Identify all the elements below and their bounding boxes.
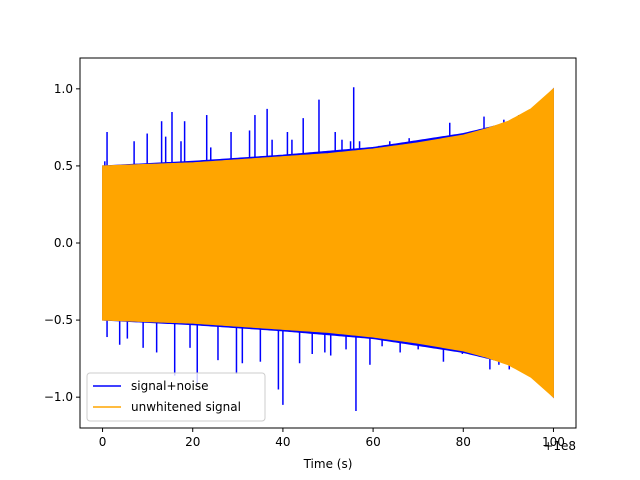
x-tick-label: 20 [185, 435, 200, 449]
legend-label-signal-noise: signal+noise [131, 379, 208, 393]
plot-area [102, 87, 554, 412]
y-tick-label: 1.0 [54, 82, 73, 96]
legend-label-unwhitened-signal: unwhitened signal [131, 400, 241, 414]
x-tick-label: 100 [542, 435, 565, 449]
x-axis-label: Time (s) [303, 457, 353, 471]
axis-ticks: 0 20 40 60 80 100 1.0 0.5 0.0 −0.5 −1.0 [44, 82, 565, 449]
y-tick-label: 0.5 [54, 159, 73, 173]
y-tick-label: −1.0 [44, 390, 73, 404]
x-tick-label: 0 [99, 435, 107, 449]
legend-box [86, 372, 266, 422]
x-tick-label: 60 [365, 435, 380, 449]
y-tick-label: 0.0 [54, 236, 73, 250]
x-tick-label: 80 [456, 435, 471, 449]
y-tick-label: −0.5 [44, 313, 73, 327]
series-unwhitened-signal-band [102, 87, 554, 399]
x-tick-label: 40 [275, 435, 290, 449]
legend: signal+noise unwhitened signal [86, 372, 266, 422]
x-axis-offset-label: +1e8 [543, 439, 576, 453]
